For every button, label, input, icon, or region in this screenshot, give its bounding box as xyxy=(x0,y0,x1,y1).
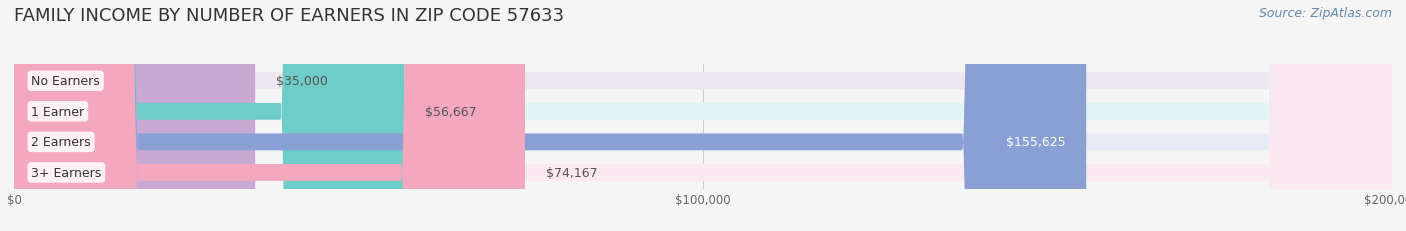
FancyBboxPatch shape xyxy=(14,0,1392,231)
Text: 2 Earners: 2 Earners xyxy=(31,136,91,149)
Text: $35,000: $35,000 xyxy=(276,75,328,88)
Text: FAMILY INCOME BY NUMBER OF EARNERS IN ZIP CODE 57633: FAMILY INCOME BY NUMBER OF EARNERS IN ZI… xyxy=(14,7,564,25)
FancyBboxPatch shape xyxy=(14,0,256,231)
FancyBboxPatch shape xyxy=(14,0,1087,231)
Text: $74,167: $74,167 xyxy=(546,166,598,179)
Text: $56,667: $56,667 xyxy=(425,105,477,118)
Text: 1 Earner: 1 Earner xyxy=(31,105,84,118)
FancyBboxPatch shape xyxy=(14,0,1392,231)
FancyBboxPatch shape xyxy=(14,0,524,231)
Text: Source: ZipAtlas.com: Source: ZipAtlas.com xyxy=(1258,7,1392,20)
FancyBboxPatch shape xyxy=(14,0,1392,231)
Text: No Earners: No Earners xyxy=(31,75,100,88)
FancyBboxPatch shape xyxy=(14,0,1392,231)
FancyBboxPatch shape xyxy=(14,0,405,231)
Text: 3+ Earners: 3+ Earners xyxy=(31,166,101,179)
Text: $155,625: $155,625 xyxy=(1005,136,1066,149)
